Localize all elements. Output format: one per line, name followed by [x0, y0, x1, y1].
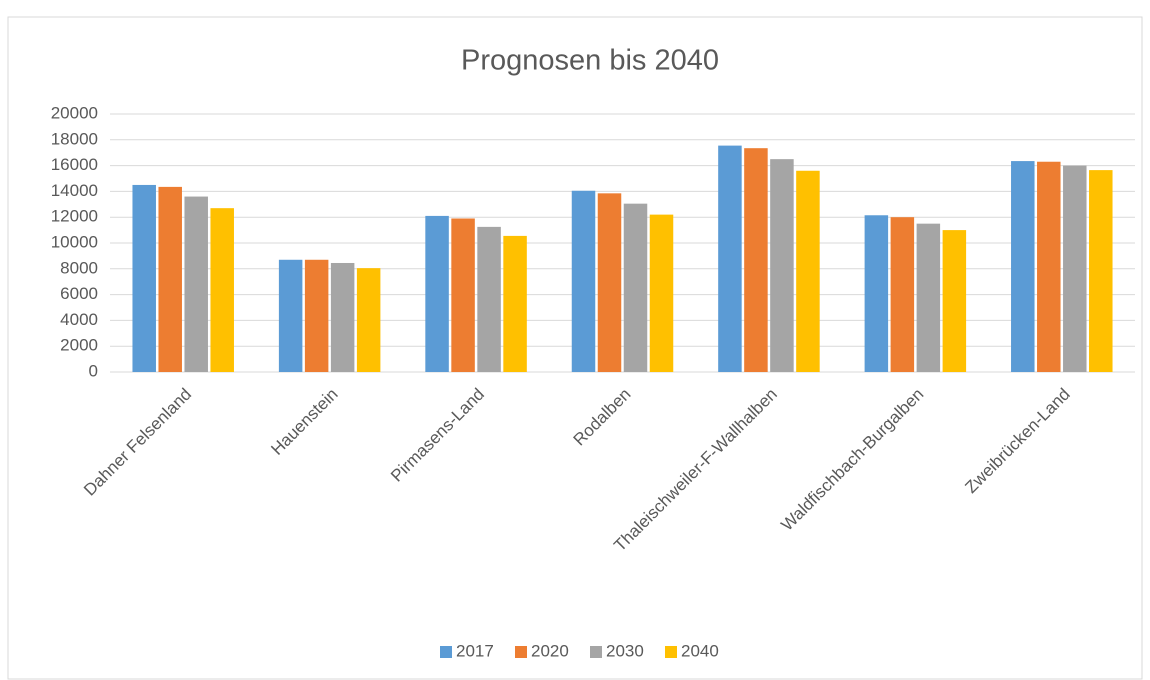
bar — [1037, 161, 1061, 372]
bar — [1011, 161, 1035, 372]
chart-title: Prognosen bis 2040 — [461, 45, 719, 77]
legend-label: 2040 — [681, 641, 719, 660]
bar — [451, 218, 475, 372]
y-tick-label: 0 — [89, 361, 98, 380]
bar — [210, 208, 234, 372]
y-tick-label: 16000 — [51, 155, 98, 174]
legend-swatch — [440, 646, 452, 658]
legend-label: 2017 — [456, 641, 494, 660]
bar — [744, 148, 768, 372]
bar — [770, 159, 794, 372]
y-tick-label: 8000 — [60, 258, 98, 277]
bar — [649, 214, 674, 372]
bar — [571, 190, 596, 372]
bar — [330, 262, 355, 372]
y-tick-label: 12000 — [51, 207, 98, 226]
bar — [1063, 165, 1087, 372]
y-tick-label: 10000 — [51, 232, 98, 251]
legend-swatch — [665, 646, 677, 658]
y-tick-label: 14000 — [51, 181, 98, 200]
y-tick-label: 2000 — [60, 336, 98, 355]
bar — [184, 196, 208, 372]
y-tick-label: 20000 — [51, 103, 98, 122]
legend-label: 2030 — [606, 641, 644, 660]
bar — [597, 193, 622, 372]
bar — [916, 223, 941, 372]
y-tick-label: 6000 — [60, 284, 98, 303]
bar — [425, 215, 449, 372]
bar — [278, 259, 303, 372]
bar — [890, 217, 915, 372]
bar — [158, 186, 182, 372]
bar — [864, 215, 889, 372]
bar — [942, 230, 967, 372]
bar — [796, 170, 820, 372]
bar — [1089, 170, 1113, 372]
legend-swatch — [515, 646, 527, 658]
y-tick-label: 4000 — [60, 310, 98, 329]
bar — [623, 203, 648, 372]
bar — [503, 235, 527, 372]
bar — [132, 184, 156, 372]
bar — [477, 226, 501, 372]
y-tick-label: 18000 — [51, 129, 98, 148]
bar — [718, 145, 742, 372]
legend-label: 2020 — [531, 641, 569, 660]
legend-swatch — [590, 646, 602, 658]
bar — [356, 268, 381, 372]
bar — [304, 259, 329, 372]
